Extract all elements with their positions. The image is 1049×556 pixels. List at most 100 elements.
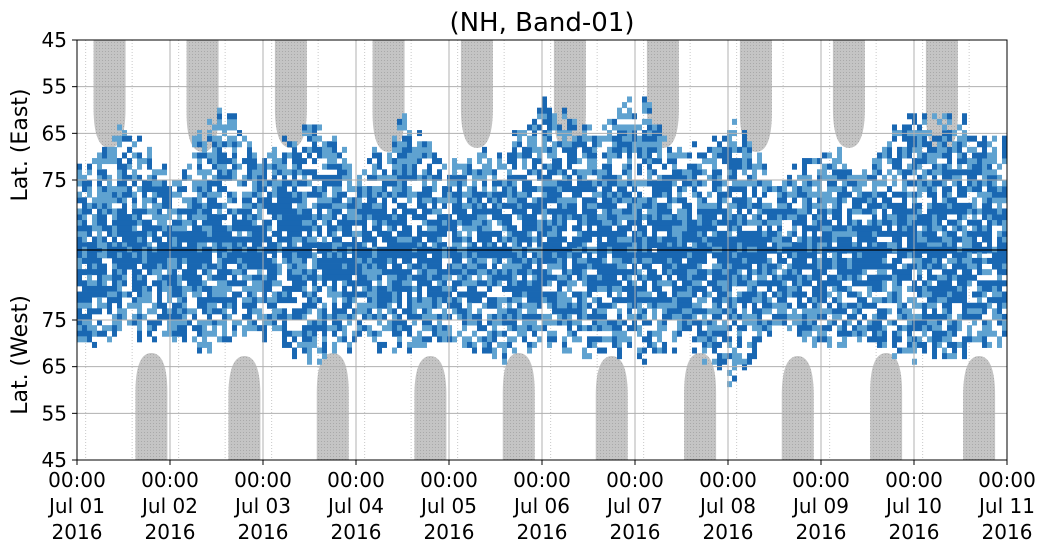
occurrence-cell <box>212 302 217 309</box>
occurrence-cell <box>377 308 382 315</box>
occurrence-cell <box>592 191 597 198</box>
occurrence-cell <box>667 269 672 276</box>
occurrence-cell <box>777 297 782 304</box>
occurrence-cell <box>352 219 357 226</box>
occurrence-cell <box>542 191 547 198</box>
occurrence-cell <box>237 219 242 226</box>
occurrence-cell <box>332 135 337 142</box>
occurrence-cell <box>802 257 807 264</box>
occurrence-cell <box>802 242 807 249</box>
occurrence-cell <box>182 236 187 243</box>
night-region-west <box>595 356 628 460</box>
occurrence-cell <box>137 325 142 332</box>
occurrence-cell <box>307 325 312 332</box>
occurrence-cell <box>337 242 342 249</box>
occurrence-cell <box>282 257 287 264</box>
occurrence-cell <box>412 214 417 221</box>
occurrence-cell <box>422 319 427 326</box>
occurrence-cell <box>477 319 482 326</box>
occurrence-cell <box>842 169 847 176</box>
occurrence-cell <box>782 313 787 320</box>
occurrence-cell <box>137 230 142 237</box>
occurrence-cell <box>302 180 307 187</box>
occurrence-cell <box>322 347 327 354</box>
occurrence-cell <box>917 214 922 221</box>
occurrence-cell <box>367 191 372 198</box>
occurrence-cell <box>582 146 587 153</box>
occurrence-cell <box>222 225 227 232</box>
occurrence-cell <box>282 208 287 215</box>
occurrence-cell <box>467 214 472 221</box>
occurrence-cell <box>317 308 322 315</box>
occurrence-cell <box>857 191 862 198</box>
occurrence-cell <box>387 285 392 292</box>
occurrence-cell <box>782 269 787 276</box>
occurrence-cell <box>652 341 657 348</box>
occurrence-cell <box>927 169 932 176</box>
occurrence-cell <box>677 291 682 298</box>
occurrence-cell <box>617 291 622 298</box>
occurrence-cell <box>662 302 667 309</box>
occurrence-cell <box>252 174 257 181</box>
occurrence-cell <box>197 169 202 176</box>
occurrence-cell <box>552 180 557 187</box>
occurrence-cell <box>787 302 792 309</box>
occurrence-cell <box>537 197 542 204</box>
occurrence-cell <box>477 291 482 298</box>
occurrence-cell <box>457 257 462 264</box>
occurrence-cell <box>742 280 747 287</box>
occurrence-cell <box>257 263 262 270</box>
occurrence-cell <box>102 191 107 198</box>
occurrence-cell <box>617 263 622 270</box>
occurrence-cell <box>757 325 762 332</box>
occurrence-cell <box>877 158 882 165</box>
occurrence-cell <box>807 242 812 249</box>
occurrence-cell <box>252 280 257 287</box>
occurrence-cell <box>577 242 582 249</box>
occurrence-cell <box>837 252 842 259</box>
occurrence-cell <box>797 252 802 259</box>
occurrence-cell <box>487 230 492 237</box>
occurrence-cell <box>717 152 722 159</box>
occurrence-cell <box>222 280 227 287</box>
occurrence-cell <box>922 291 927 298</box>
occurrence-cell <box>182 319 187 326</box>
occurrence-cell <box>527 186 532 193</box>
occurrence-cell <box>662 308 667 315</box>
occurrence-cell <box>147 319 152 326</box>
occurrence-cell <box>142 225 147 232</box>
occurrence-cell <box>312 169 317 176</box>
occurrence-cell <box>642 257 647 264</box>
occurrence-cell <box>877 336 882 343</box>
occurrence-cell <box>782 291 787 298</box>
occurrence-cell <box>132 269 137 276</box>
occurrence-cell <box>357 257 362 264</box>
occurrence-cell <box>577 174 582 181</box>
occurrence-cell <box>612 319 617 326</box>
occurrence-cell <box>197 330 202 337</box>
occurrence-cell <box>752 186 757 193</box>
occurrence-cell <box>537 291 542 298</box>
occurrence-cell <box>762 308 767 315</box>
occurrence-cell <box>517 197 522 204</box>
occurrence-cell <box>752 341 757 348</box>
occurrence-cell <box>877 252 882 259</box>
occurrence-cell <box>892 202 897 209</box>
occurrence-cell <box>487 341 492 348</box>
occurrence-cell <box>407 257 412 264</box>
occurrence-cell <box>697 197 702 204</box>
occurrence-cell <box>667 280 672 287</box>
occurrence-cell <box>747 146 752 153</box>
occurrence-cell <box>272 297 277 304</box>
occurrence-cell <box>832 280 837 287</box>
occurrence-cell <box>882 297 887 304</box>
occurrence-cell <box>107 180 112 187</box>
occurrence-cell <box>817 242 822 249</box>
occurrence-cell <box>877 180 882 187</box>
occurrence-cell <box>927 313 932 320</box>
occurrence-cell <box>407 242 412 249</box>
occurrence-cell <box>642 197 647 204</box>
occurrence-cell <box>747 236 752 243</box>
occurrence-cell <box>522 285 527 292</box>
